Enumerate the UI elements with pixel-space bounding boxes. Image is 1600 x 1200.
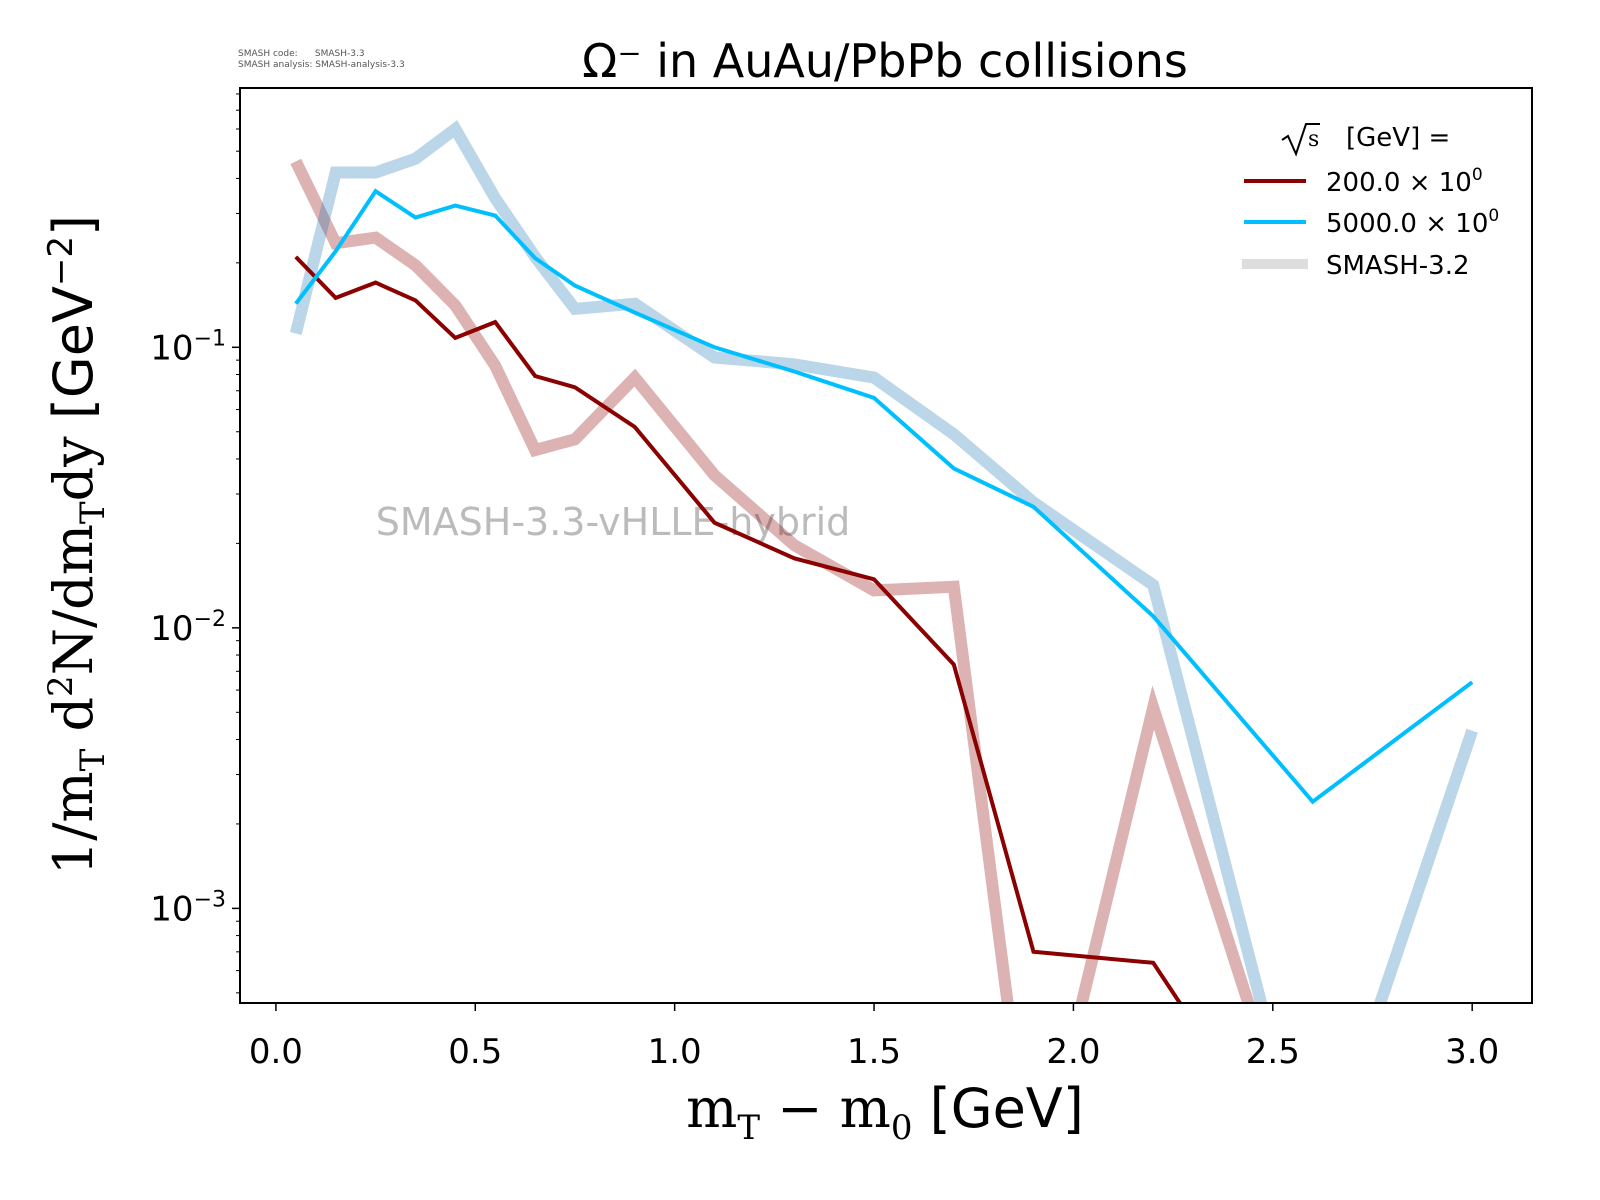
legend-entry-reference: SMASH-3.2 [1326,251,1470,281]
series-line-200.0 [294,255,1183,1003]
legend-title-sqrt: s [1308,127,1319,152]
legend-entry-200: 200.0 × 100 [1326,165,1483,198]
x-tick-label: 0.0 [249,1032,303,1072]
x-tick-label: 3.0 [1445,1032,1499,1072]
y-tick-label: 10−2 [150,607,226,649]
sqrt-icon [1281,123,1320,157]
series-layer [289,120,1478,1003]
legend: s [GeV] = 200.0 × 100 5000.0 × 100 SMASH… [1242,123,1499,281]
smash-code-version: SMASH code: SMASH-3.3 [238,49,365,59]
legend-entry-5000: 5000.0 × 100 [1326,206,1499,239]
x-tick-label: 2.5 [1246,1032,1300,1072]
reference-line-5000.0 [289,120,1478,1003]
y-axis-label: 1/mT d2N/dmTdy [GeV−2] [41,215,113,875]
x-tick-label: 0.5 [448,1032,502,1072]
legend-title: [GeV] = [1346,123,1450,153]
x-tick-label: 2.0 [1046,1032,1100,1072]
y-axis: 10−1 10−2 10−3 [150,93,240,994]
y-tick-label: 10−3 [150,887,226,929]
x-axis-label: mT − m0 [GeV] [686,1077,1084,1148]
series-line-5000.0 [294,188,1474,805]
plot-frame [239,87,1533,1004]
watermark: SMASH-3.3-vHLLE-hybrid [376,500,851,544]
y-tick-label: 10−1 [150,326,226,368]
x-axis: 0.0 0.5 1.0 1.5 2.0 2.5 3.0 [249,1003,1499,1072]
x-tick-label: 1.5 [847,1032,901,1072]
x-tick-label: 1.0 [648,1032,702,1072]
smash-analysis-version: SMASH analysis: SMASH-analysis-3.3 [238,60,405,70]
chart-title: Ω⁻ in AuAu/PbPb collisions [582,34,1188,88]
